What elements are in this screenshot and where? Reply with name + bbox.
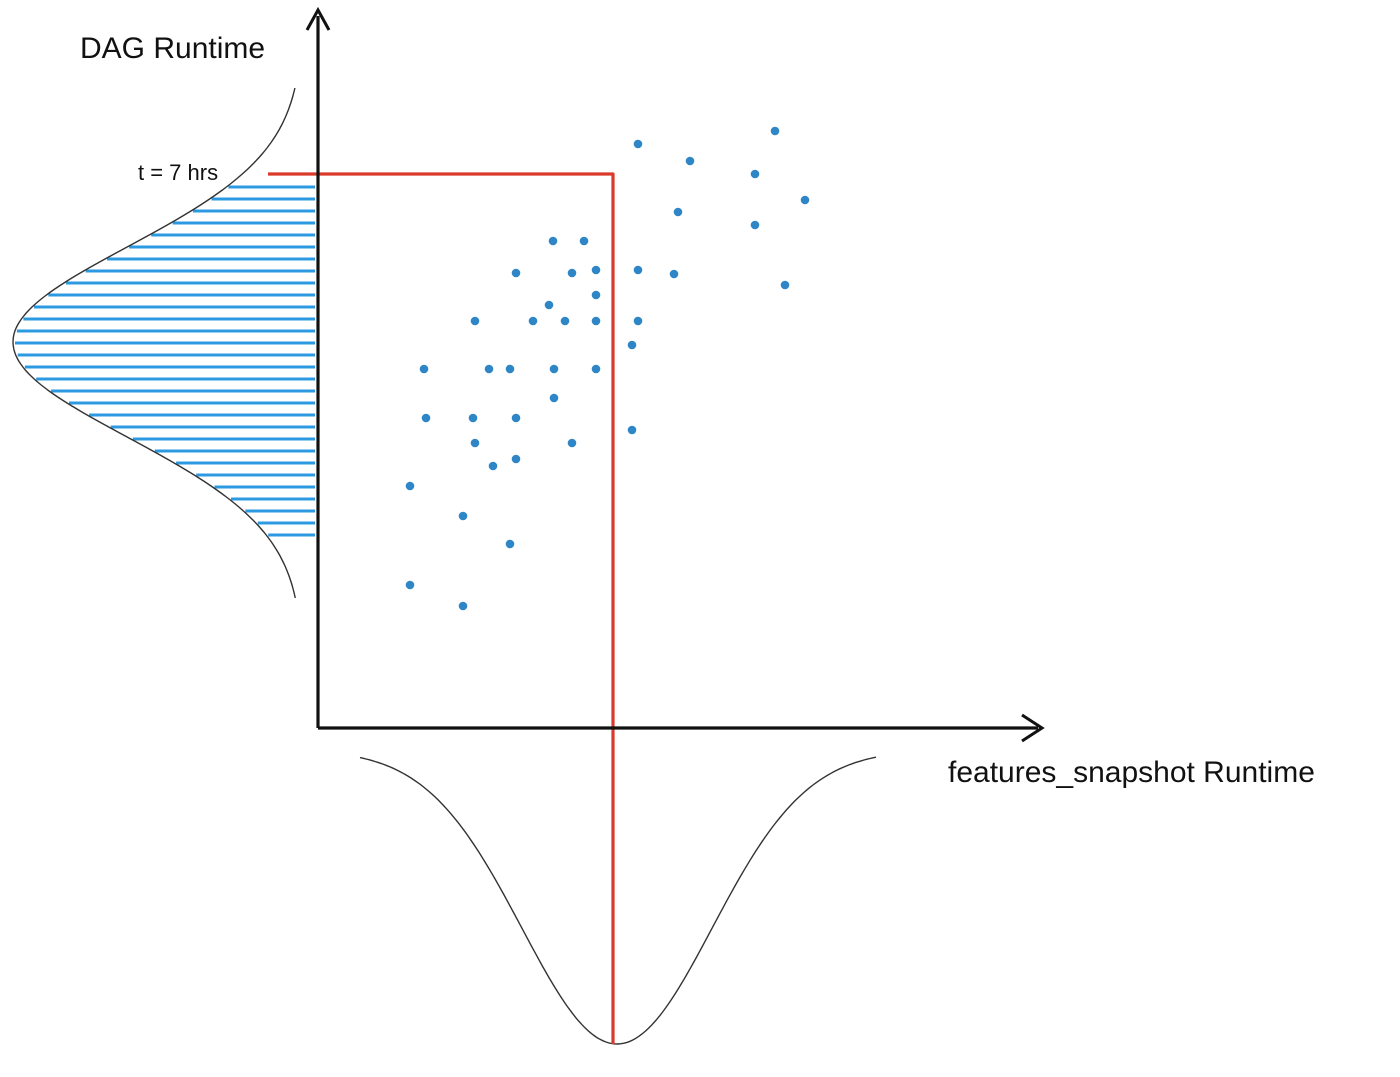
scatter-point — [627, 340, 637, 350]
scatter-point — [468, 413, 478, 423]
scatter-point — [579, 236, 589, 246]
scatter-point — [458, 511, 468, 521]
scatter-point — [685, 156, 695, 166]
scatter-point — [505, 364, 515, 374]
scatter-point — [528, 316, 538, 326]
scatter-point — [800, 195, 810, 205]
scatter-point — [511, 268, 521, 278]
scatter-point — [627, 425, 637, 435]
scatter-point — [470, 316, 480, 326]
scatter-point — [560, 316, 570, 326]
scatter-point — [488, 461, 498, 471]
threshold-line — [268, 172, 615, 1044]
threshold-label: t = 7 hrs — [138, 160, 219, 185]
scatter-point — [484, 364, 494, 374]
scatter-point — [591, 265, 601, 275]
scatter-point — [548, 236, 558, 246]
x-axis-arrowhead — [1021, 713, 1045, 743]
scatter-point — [780, 280, 790, 290]
scatter-point — [549, 393, 559, 403]
scatter-point — [633, 139, 643, 149]
scatter-point — [591, 290, 601, 300]
scatter-point — [470, 438, 480, 448]
scatter-point — [633, 265, 643, 275]
scatter-point — [750, 169, 760, 179]
scatter-point — [405, 580, 415, 590]
scatter-point — [770, 126, 780, 136]
scatter-point — [511, 413, 521, 423]
scatter-point — [419, 364, 429, 374]
scatter-point — [750, 220, 760, 230]
scatter-point — [669, 269, 679, 279]
scatter-point — [567, 438, 577, 448]
scatter-point — [549, 364, 559, 374]
scatter-point — [511, 454, 521, 464]
y-axis-arrowhead — [305, 6, 331, 31]
scatter-point — [544, 300, 554, 310]
x-marginal-distribution-curve — [359, 756, 877, 1045]
scatter-point — [405, 481, 415, 491]
x-axis-title: features_snapshot Runtime — [948, 756, 1315, 789]
scatter-point — [633, 316, 643, 326]
scatter-point — [673, 207, 683, 217]
scatter-point — [505, 539, 515, 549]
scatter-point — [567, 268, 577, 278]
scatter-points — [405, 126, 810, 611]
y-axis-title: DAG Runtime — [80, 32, 266, 65]
shaded-area-hatching — [15, 185, 315, 537]
scatter-point — [421, 413, 431, 423]
scatter-point — [458, 601, 468, 611]
scatter-point — [591, 316, 601, 326]
scatter-point — [591, 364, 601, 374]
y-marginal-distribution-curve — [12, 87, 296, 599]
